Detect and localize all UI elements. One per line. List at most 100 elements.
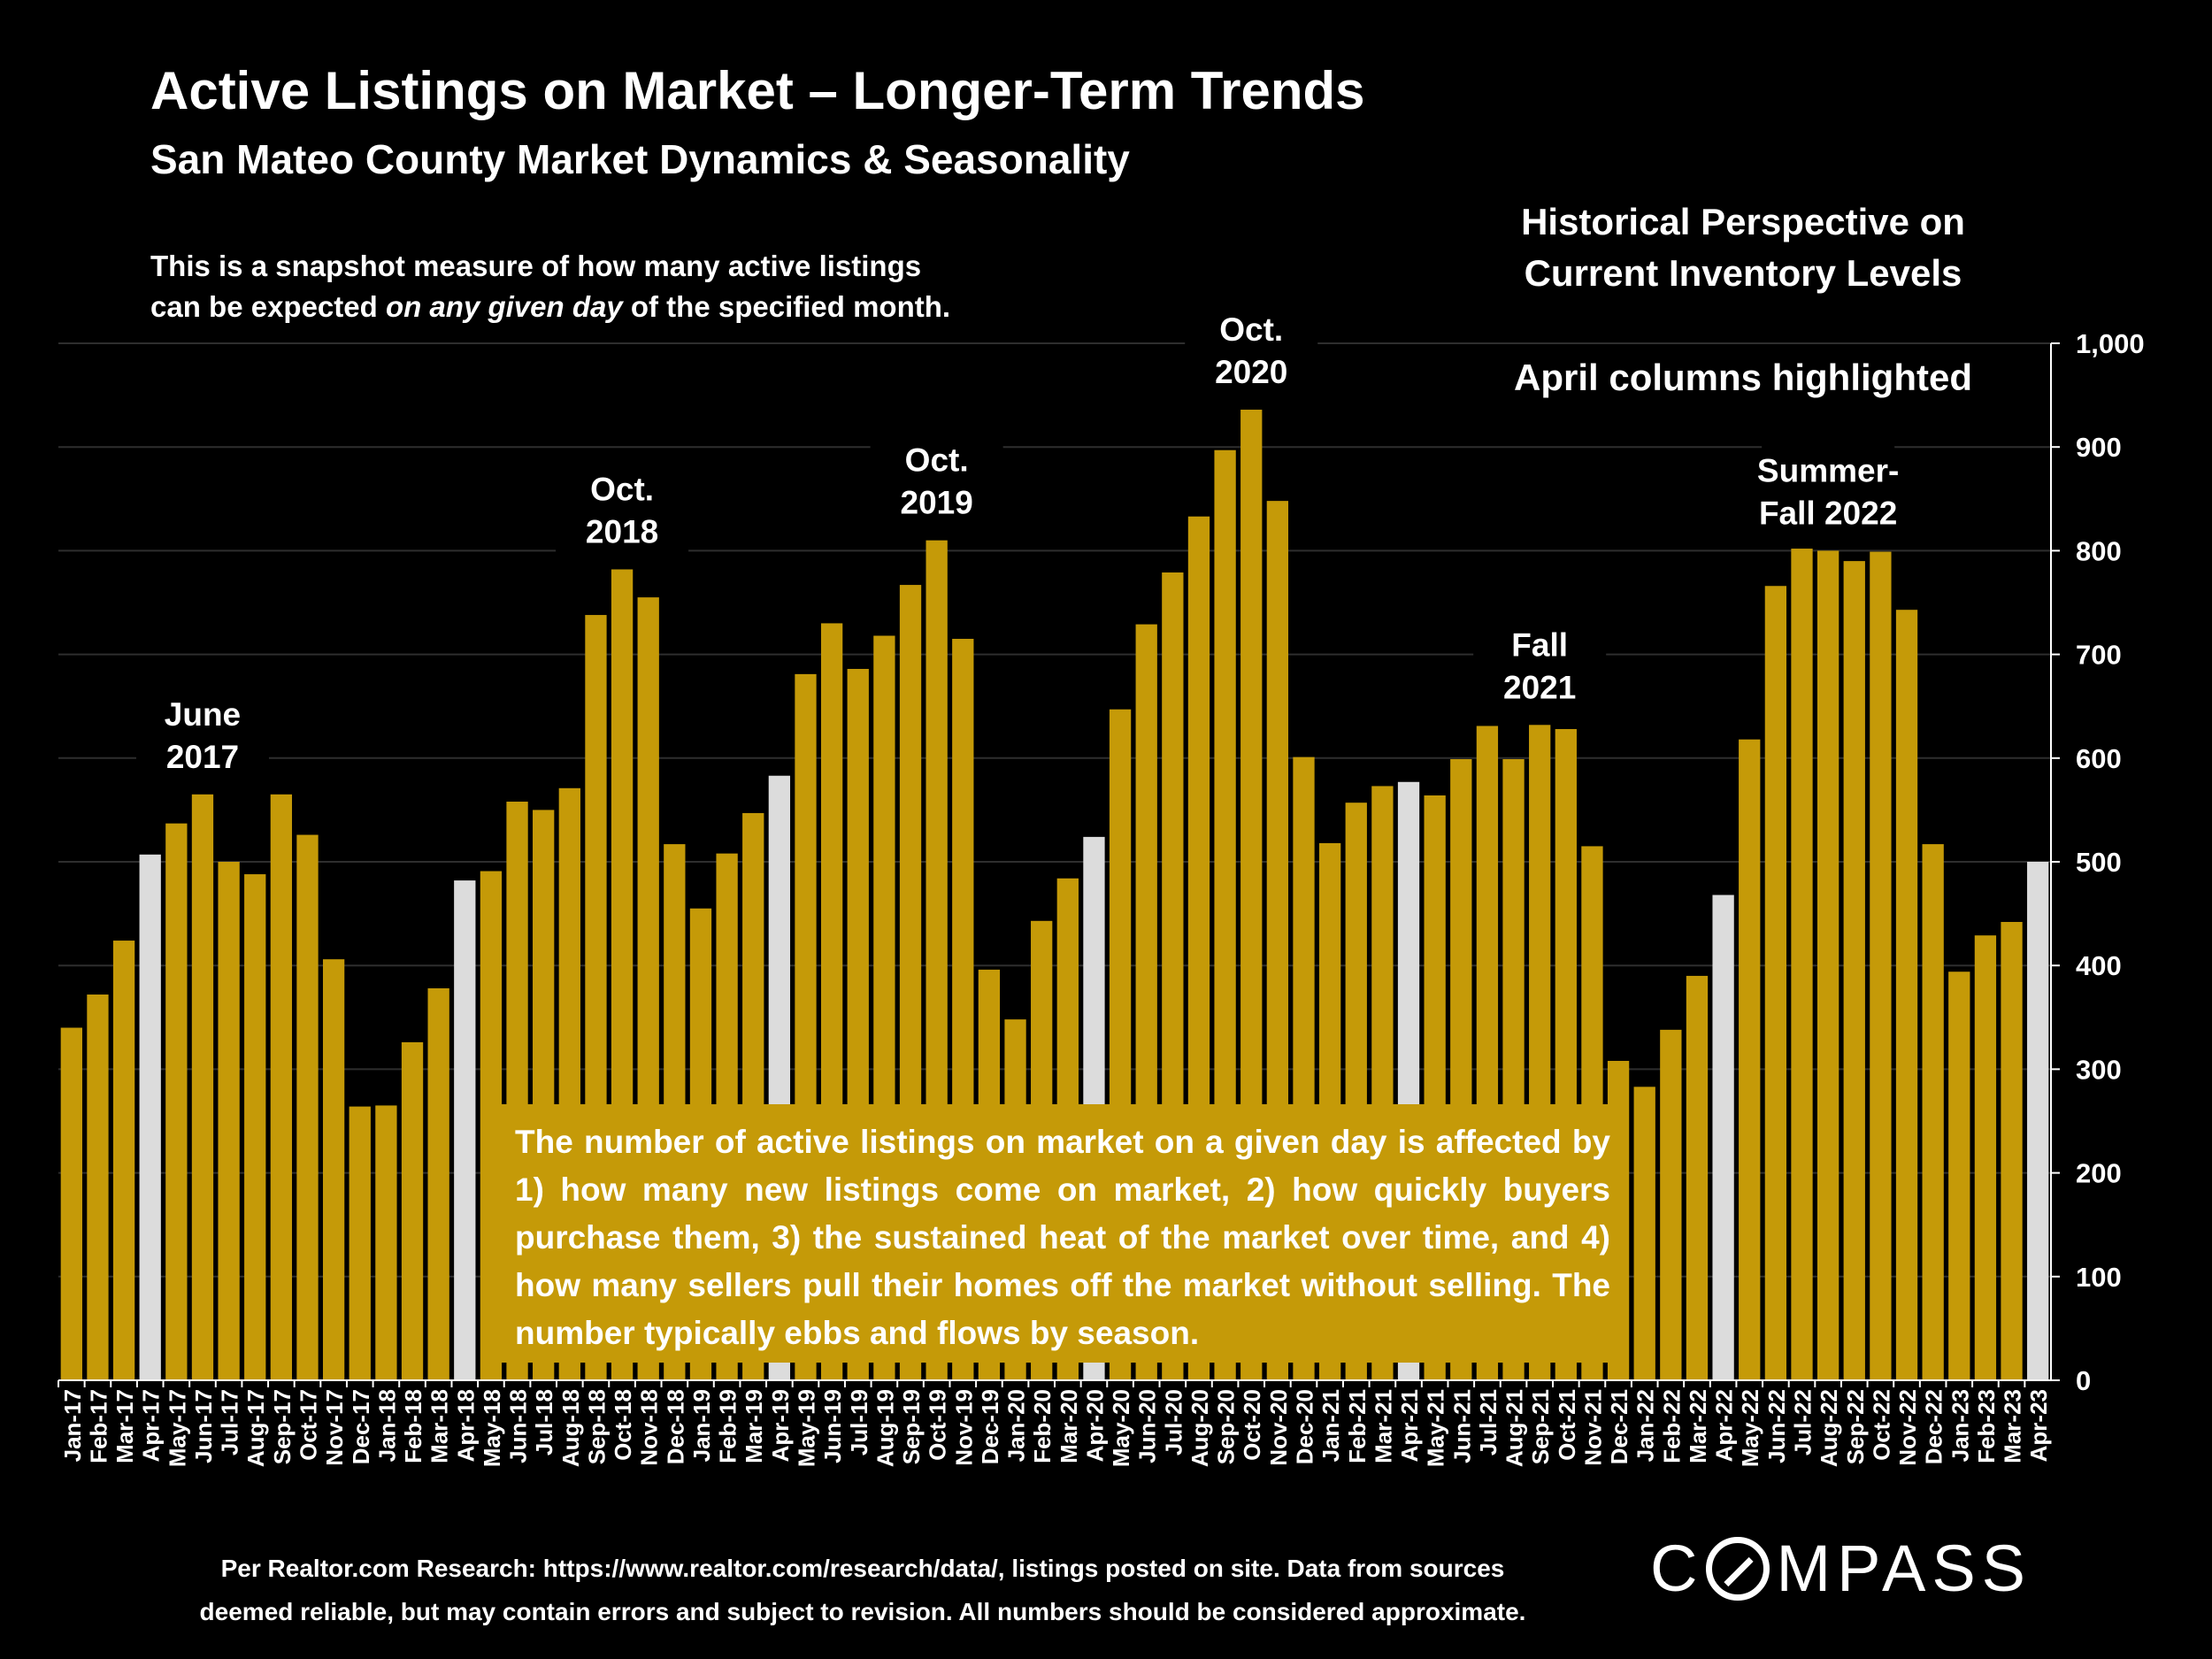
bar-feb-18 [401,1041,424,1380]
description-line-2-end: of the specified month. [622,290,951,323]
x-tick-label: Mar-17 [111,1389,138,1463]
chart-subtitle: San Mateo County Market Dynamics & Seaso… [150,136,1130,182]
annotation-backdrop [1473,618,1607,717]
peak-annotation: 2019 [901,485,973,521]
x-tick-label: Jan-18 [373,1389,400,1462]
x-tick-label: Feb-18 [400,1389,426,1463]
x-tick-label: Aug-22 [1816,1389,1842,1467]
x-tick-label: Oct-20 [1239,1389,1265,1461]
bar-jun-22 [1764,586,1787,1380]
annotations: June 2017 Oct. 2018 Oct. 2019 Oct. 2020 Fall 2021… [135,303,1899,786]
x-tick-label: Nov-22 [1894,1389,1921,1466]
x-tick-label: Oct-18 [610,1389,636,1461]
bar-mar-17 [112,941,135,1380]
x-tick-label: Mar-19 [741,1389,767,1463]
x-tick-label: Jan-23 [1947,1389,1973,1462]
bar-sep-17 [270,794,293,1380]
bar-jan-17 [60,1027,82,1380]
description: This is a snapshot measure of how many a… [150,246,1018,327]
x-tick-label: Oct-19 [925,1389,951,1461]
x-tick-label: Jun-18 [505,1389,532,1463]
bar-apr-23 [2027,862,2049,1380]
callout-text: The number of active listings on market … [515,1124,1610,1351]
bar-aug-22 [1816,550,1839,1380]
x-tick-label: Sep-19 [898,1389,925,1464]
historical-perspective-line-1: Historical Perspective on [1521,201,1965,242]
x-tick-label: Apr-21 [1396,1389,1423,1462]
y-tick-label: 500 [2076,847,2122,878]
x-tick-label: Apr-17 [138,1389,165,1462]
x-tick-label: Jan-19 [688,1389,715,1462]
description-line-2: can be expected on any given day of the … [150,287,1018,327]
x-tick-label: Dec-19 [977,1389,1003,1464]
bar-may-22 [1739,739,1761,1380]
bar-mar-23 [2001,921,2023,1380]
x-tick-label: Jun-21 [1448,1389,1475,1463]
peak-annotation: 2017 [166,739,239,775]
x-tick-label: Aug-21 [1502,1389,1528,1467]
y-tick-label: 400 [2076,950,2122,981]
y-tick-label: 200 [2076,1158,2122,1189]
x-tick-label: Jun-17 [190,1389,217,1463]
x-tick-label: May-21 [1423,1389,1449,1467]
x-tick-label: Nov-18 [636,1389,663,1466]
x-tick-label: Apr-19 [767,1389,794,1462]
x-tick-label: Jul-20 [1160,1389,1187,1455]
x-tick-label: Feb-17 [85,1389,111,1463]
bar-aug-17 [244,874,266,1380]
peak-annotation: Oct. [1219,311,1283,348]
bar-feb-22 [1660,1029,1682,1380]
compass-logo: C MPASS [1650,1529,2128,1609]
bar-feb-17 [87,995,109,1380]
bar-dec-22 [1922,844,1944,1380]
bar-jan-22 [1633,1087,1655,1380]
description-line-2-start: can be expected [150,290,386,323]
x-tick-label: Nov-20 [1265,1389,1292,1466]
x-tick-label: Feb-23 [1973,1389,2000,1463]
bar-sep-22 [1843,561,1865,1380]
x-tick-label: Feb-22 [1658,1389,1685,1463]
compass-o-icon [1706,1537,1770,1601]
x-tick-label: Oct-17 [296,1389,322,1461]
bar-may-17 [165,823,188,1380]
x-tick-label: May-18 [479,1389,505,1467]
y-tick-label: 900 [2076,432,2122,463]
x-tick-label: May-17 [164,1389,190,1467]
historical-perspective-line-2: Current Inventory Levels [1524,252,1962,294]
bar-apr-22 [1712,895,1734,1380]
bar-jan-23 [1948,972,1970,1380]
peak-annotation: 2020 [1215,354,1287,390]
bar-mar-18 [427,987,449,1380]
peak-annotation: Fall [1511,626,1568,663]
x-tick-label: Aug-19 [872,1389,898,1467]
x-tick-label: Apr-22 [1711,1389,1738,1462]
x-tick-label: Mar-23 [2000,1389,2026,1463]
x-tick-label: Feb-19 [715,1389,741,1463]
annotation-backdrop [1185,303,1318,402]
x-tick-label: Dec-17 [348,1389,374,1464]
x-tick-label: Jul-22 [1790,1389,1816,1455]
peak-annotation: Oct. [590,471,654,507]
x-tick-label: Nov-21 [1579,1389,1606,1466]
description-line-1: This is a snapshot measure of how many a… [150,250,922,282]
y-tick-label: 800 [2076,535,2122,566]
y-tick-label: 0 [2076,1365,2091,1396]
x-tick-label: Dec-18 [662,1389,688,1464]
bar-jun-17 [191,794,214,1380]
description-emphasis: on any given day [385,290,623,323]
bar-apr-18 [454,880,476,1380]
x-tick-label: Jul-17 [217,1389,243,1455]
source-footnote: Per Realtor.com Research: https://www.re… [142,1547,1584,1633]
x-tick-label: May-19 [794,1389,820,1467]
footnote-line-1: Per Realtor.com Research: https://www.re… [220,1555,1505,1582]
x-tick-label: Mar-20 [1056,1389,1082,1463]
bar-dec-17 [349,1106,371,1380]
x-tick-label: Oct-22 [1868,1389,1894,1461]
peak-annotation: 2018 [586,513,658,549]
y-tick-labels: 0 100 200 300 400 500 600 700 800 900 1,000 [2076,328,2145,1396]
x-tick-labels: Jan-17 Feb-17 Mar-17 Apr-17 May-17 Jun-17 Jul-… [59,1389,2052,1467]
logo-letter-c: C [1650,1532,1704,1605]
